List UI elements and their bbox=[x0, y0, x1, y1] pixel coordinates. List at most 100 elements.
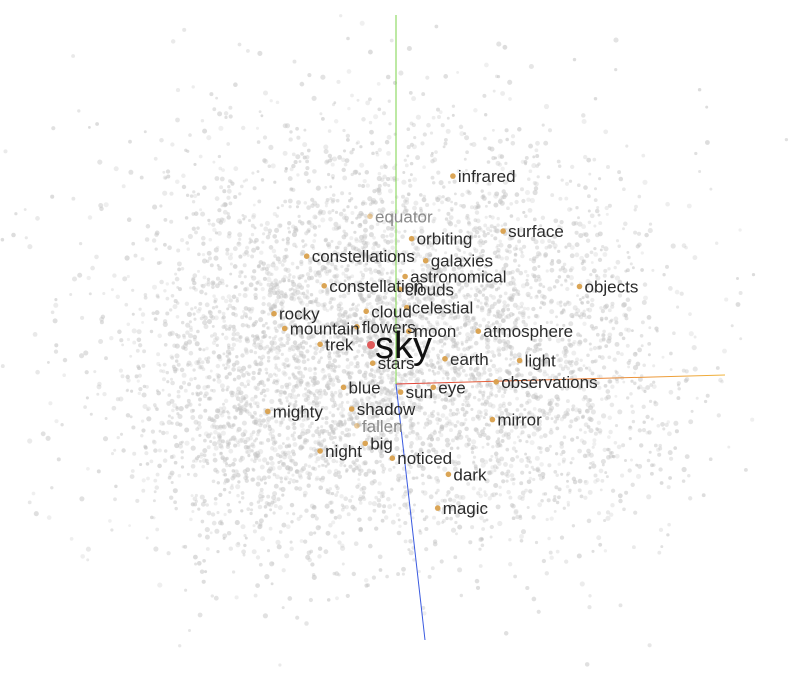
background-point bbox=[480, 537, 484, 541]
background-point bbox=[229, 390, 234, 395]
background-point bbox=[264, 267, 269, 272]
background-point bbox=[478, 389, 482, 393]
background-point bbox=[224, 115, 228, 120]
background-point bbox=[439, 559, 444, 564]
background-point bbox=[460, 340, 464, 344]
background-point bbox=[338, 309, 343, 313]
background-point bbox=[233, 82, 238, 88]
background-point bbox=[545, 411, 550, 416]
background-point bbox=[469, 287, 473, 291]
background-point bbox=[377, 271, 383, 276]
background-point bbox=[109, 335, 114, 341]
background-point bbox=[449, 310, 454, 316]
background-point bbox=[478, 487, 483, 492]
background-point bbox=[519, 458, 525, 463]
background-point bbox=[167, 331, 173, 337]
background-point bbox=[364, 583, 369, 588]
background-point bbox=[227, 358, 232, 363]
background-point bbox=[572, 57, 577, 62]
background-point bbox=[348, 498, 353, 503]
background-point bbox=[171, 281, 175, 285]
background-point bbox=[234, 393, 239, 398]
background-point bbox=[357, 183, 362, 188]
background-point bbox=[599, 488, 603, 492]
background-point bbox=[307, 367, 313, 373]
background-point bbox=[573, 360, 579, 366]
background-point bbox=[553, 495, 557, 499]
background-point bbox=[460, 342, 464, 346]
background-point bbox=[212, 418, 217, 423]
background-point bbox=[321, 377, 325, 381]
background-point bbox=[191, 200, 196, 204]
background-point bbox=[293, 160, 298, 165]
background-point bbox=[412, 301, 417, 306]
background-point bbox=[348, 192, 352, 195]
background-point bbox=[154, 485, 160, 490]
background-point bbox=[228, 201, 233, 206]
background-point bbox=[347, 286, 351, 290]
background-point bbox=[549, 298, 554, 304]
background-point bbox=[372, 189, 377, 194]
background-point bbox=[564, 279, 568, 283]
background-point bbox=[650, 417, 654, 421]
background-point bbox=[436, 520, 441, 526]
background-point bbox=[210, 284, 215, 289]
background-point bbox=[669, 351, 673, 356]
background-point bbox=[317, 261, 322, 266]
background-point bbox=[514, 199, 519, 205]
background-point bbox=[556, 259, 562, 265]
background-point bbox=[470, 525, 475, 530]
background-point bbox=[258, 345, 264, 351]
background-point bbox=[141, 320, 145, 324]
background-point bbox=[571, 350, 577, 356]
background-point bbox=[306, 148, 311, 153]
background-point bbox=[240, 395, 246, 401]
background-point bbox=[201, 464, 205, 469]
background-point bbox=[194, 230, 198, 235]
background-point bbox=[311, 505, 317, 510]
background-point bbox=[287, 596, 293, 601]
background-point bbox=[339, 350, 343, 354]
background-point bbox=[227, 346, 231, 350]
background-point bbox=[301, 418, 305, 422]
background-point bbox=[243, 543, 247, 548]
background-point bbox=[451, 104, 456, 108]
background-point bbox=[430, 158, 435, 164]
background-point bbox=[202, 275, 207, 280]
background-point bbox=[371, 414, 375, 419]
background-point bbox=[202, 128, 208, 134]
background-point bbox=[377, 278, 382, 283]
background-point bbox=[206, 319, 212, 325]
background-point bbox=[588, 342, 592, 346]
background-point bbox=[554, 279, 560, 284]
background-point bbox=[374, 459, 379, 465]
background-point bbox=[341, 271, 346, 276]
background-point bbox=[320, 329, 326, 335]
background-point bbox=[173, 369, 178, 374]
background-point bbox=[270, 262, 276, 268]
background-point bbox=[459, 325, 463, 329]
background-point bbox=[259, 414, 263, 418]
background-point bbox=[200, 360, 205, 365]
background-point bbox=[346, 285, 351, 290]
background-point bbox=[185, 193, 190, 197]
background-point bbox=[27, 438, 33, 444]
background-point bbox=[188, 350, 194, 356]
background-point bbox=[457, 567, 463, 573]
background-point bbox=[641, 153, 646, 158]
background-point bbox=[272, 447, 278, 453]
background-point bbox=[334, 571, 340, 576]
background-point bbox=[176, 362, 181, 367]
background-point bbox=[241, 397, 246, 402]
background-point bbox=[287, 480, 292, 485]
background-point bbox=[281, 362, 286, 367]
background-point bbox=[701, 493, 706, 498]
background-point bbox=[192, 312, 196, 316]
background-point bbox=[398, 297, 403, 302]
background-point bbox=[373, 114, 379, 120]
background-point bbox=[287, 363, 291, 367]
background-point bbox=[543, 253, 548, 259]
background-point bbox=[246, 324, 251, 329]
background-point bbox=[715, 366, 720, 370]
